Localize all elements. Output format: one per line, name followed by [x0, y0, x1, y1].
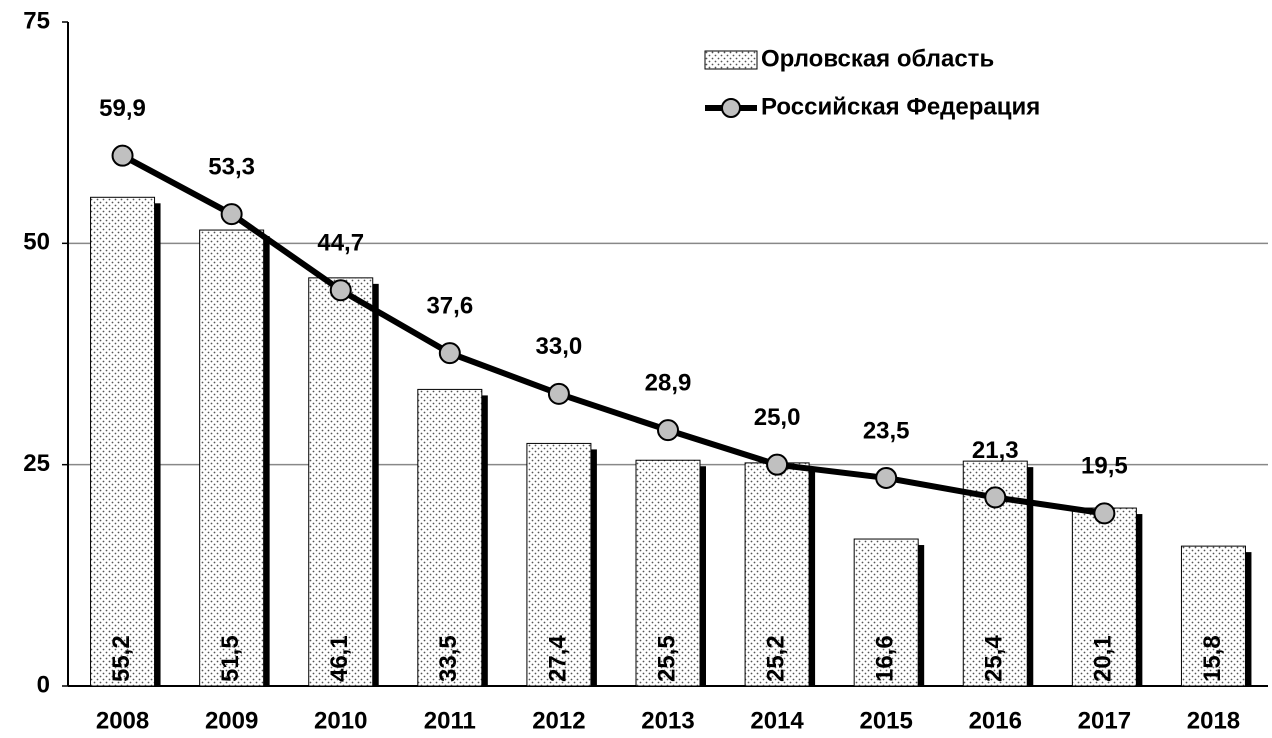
bar [635, 459, 701, 687]
line-value-label: 19,5 [1081, 453, 1128, 480]
line-value-label: 33,0 [536, 333, 583, 360]
line-point [766, 453, 789, 476]
line-point [547, 382, 570, 405]
x-tick-label: 2012 [532, 707, 585, 734]
line-value-label: 37,6 [426, 292, 473, 319]
bar [308, 277, 374, 687]
y-tick-label: 50 [23, 229, 50, 256]
x-tick-label: 2015 [859, 707, 912, 734]
bar-value-label: 51,5 [217, 635, 244, 682]
line-value-label: 53,3 [208, 153, 255, 180]
line-value-label: 25,0 [754, 404, 801, 431]
legend-label: Орловская область [761, 45, 994, 72]
bar [199, 229, 265, 687]
bar [853, 538, 919, 687]
legend-swatch [704, 50, 758, 70]
x-tick-label: 2018 [1187, 707, 1240, 734]
legend-label: Российская Федерация [761, 93, 1040, 120]
y-tick-label: 75 [23, 7, 50, 34]
line-point [984, 486, 1007, 509]
x-tick-label: 2011 [424, 707, 476, 734]
line-point [438, 342, 461, 365]
line-point [329, 279, 352, 302]
x-tick-label: 2008 [96, 707, 149, 734]
bar-value-label: 25,2 [762, 635, 789, 682]
bar [417, 388, 483, 687]
bar-value-label: 27,4 [544, 635, 571, 682]
line-point [1093, 502, 1116, 525]
bar-value-label: 20,1 [1090, 635, 1117, 682]
bar-value-label: 25,5 [653, 635, 680, 682]
line-point [875, 466, 898, 489]
x-tick-label: 2010 [314, 707, 367, 734]
x-tick-label: 2016 [969, 707, 1022, 734]
y-tick-label: 0 [37, 671, 50, 698]
line-value-label: 59,9 [99, 95, 146, 122]
bar [744, 462, 810, 687]
bar-value-label: 25,4 [981, 635, 1008, 682]
line [121, 153, 1105, 517]
bar-value-label: 33,5 [435, 635, 462, 682]
x-tick-label: 2014 [750, 707, 804, 734]
x-tick-label: 2017 [1078, 707, 1131, 734]
x-tick-label: 2013 [641, 707, 694, 734]
line-point [220, 203, 243, 226]
bar [526, 442, 592, 687]
line-value-label: 21,3 [972, 437, 1019, 464]
bar-value-label: 46,1 [326, 635, 353, 682]
line-point [657, 419, 679, 442]
bar [1071, 507, 1137, 687]
line-value-label: 28,9 [645, 369, 692, 396]
x-tick-label: 2009 [205, 707, 258, 734]
y-tick-label: 25 [23, 450, 50, 477]
line-point [111, 144, 134, 167]
bar [90, 196, 156, 687]
bar [1180, 545, 1246, 687]
line-value-label: 23,5 [863, 417, 910, 444]
bar-value-label: 55,2 [108, 635, 135, 682]
legend-marker [721, 98, 741, 118]
bar-value-label: 15,8 [1199, 635, 1226, 682]
line-value-label: 44,7 [317, 230, 364, 257]
bar-value-label: 16,6 [872, 635, 899, 682]
